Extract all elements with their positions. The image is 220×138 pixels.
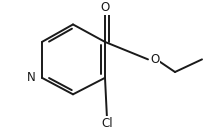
Text: O: O	[100, 1, 110, 14]
Text: N: N	[27, 71, 36, 84]
Text: Cl: Cl	[101, 117, 113, 130]
Text: O: O	[151, 53, 160, 66]
